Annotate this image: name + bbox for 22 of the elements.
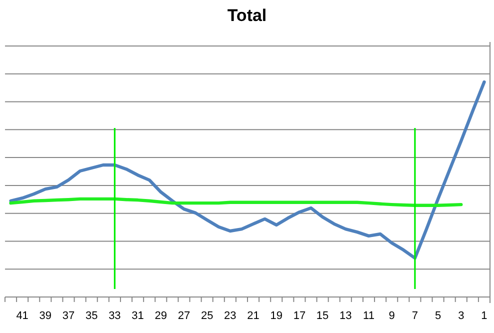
x-tick-label: 33 <box>108 310 121 322</box>
x-tick-label: 1 <box>481 310 488 322</box>
x-tick-label: 13 <box>340 310 352 322</box>
x-tick-label: 27 <box>178 310 190 322</box>
x-tick-label: 25 <box>200 310 214 322</box>
x-tick-label: 3 <box>458 310 464 322</box>
x-tick-label: 23 <box>224 310 236 322</box>
x-tick-label: 11 <box>363 310 374 322</box>
x-tick-label: 21 <box>247 310 260 322</box>
x-tick-label: 5 <box>434 310 442 322</box>
x-tick-label: 17 <box>293 310 306 322</box>
x-tick-label: 29 <box>154 310 168 322</box>
x-tick-label: 9 <box>388 310 395 322</box>
x-tick-label: 37 <box>62 310 75 322</box>
x-tick-label: 7 <box>412 310 418 322</box>
x-tick-label: 15 <box>316 310 329 322</box>
chart-title: Total <box>227 6 267 25</box>
x-tick-label: 41 <box>16 310 28 322</box>
x-tick-label: 31 <box>132 310 144 322</box>
x-tick-label: 39 <box>39 310 52 322</box>
x-tick-label: 19 <box>270 310 282 322</box>
x-tick-label: 35 <box>85 310 98 322</box>
